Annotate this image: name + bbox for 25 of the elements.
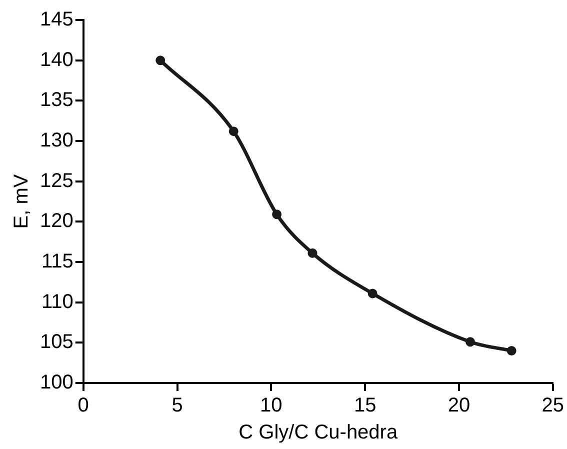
- point: [156, 56, 166, 66]
- x-tick-label: 5: [172, 394, 183, 417]
- x-axis-title: C Gly/C Cu-hedra: [238, 422, 398, 444]
- x-tick-label: 25: [542, 394, 564, 417]
- y-tick-label: 115: [41, 250, 74, 273]
- y-tick-label: 140: [40, 48, 74, 71]
- point: [368, 288, 378, 298]
- y-tick-label: 125: [40, 170, 74, 192]
- y-tick-label: 120: [40, 210, 74, 232]
- point: [228, 126, 238, 136]
- y-tick-label: 110: [41, 290, 74, 313]
- x-tick-label: 0: [78, 394, 89, 417]
- y-tick-label: 100: [40, 372, 74, 394]
- point: [272, 210, 282, 220]
- y-axis-title: E, mV: [10, 174, 33, 229]
- y-tick-label: 105: [40, 331, 74, 354]
- x-tick-label: 15: [354, 394, 376, 417]
- point: [308, 248, 318, 258]
- y-tick-label: 135: [40, 89, 74, 112]
- y-tick-label: 130: [40, 130, 74, 152]
- point: [465, 337, 475, 347]
- x-tick-label: 20: [448, 394, 470, 417]
- point: [506, 346, 516, 356]
- x-tick-label: 10: [260, 394, 282, 417]
- y-tick-label: 145: [40, 8, 74, 31]
